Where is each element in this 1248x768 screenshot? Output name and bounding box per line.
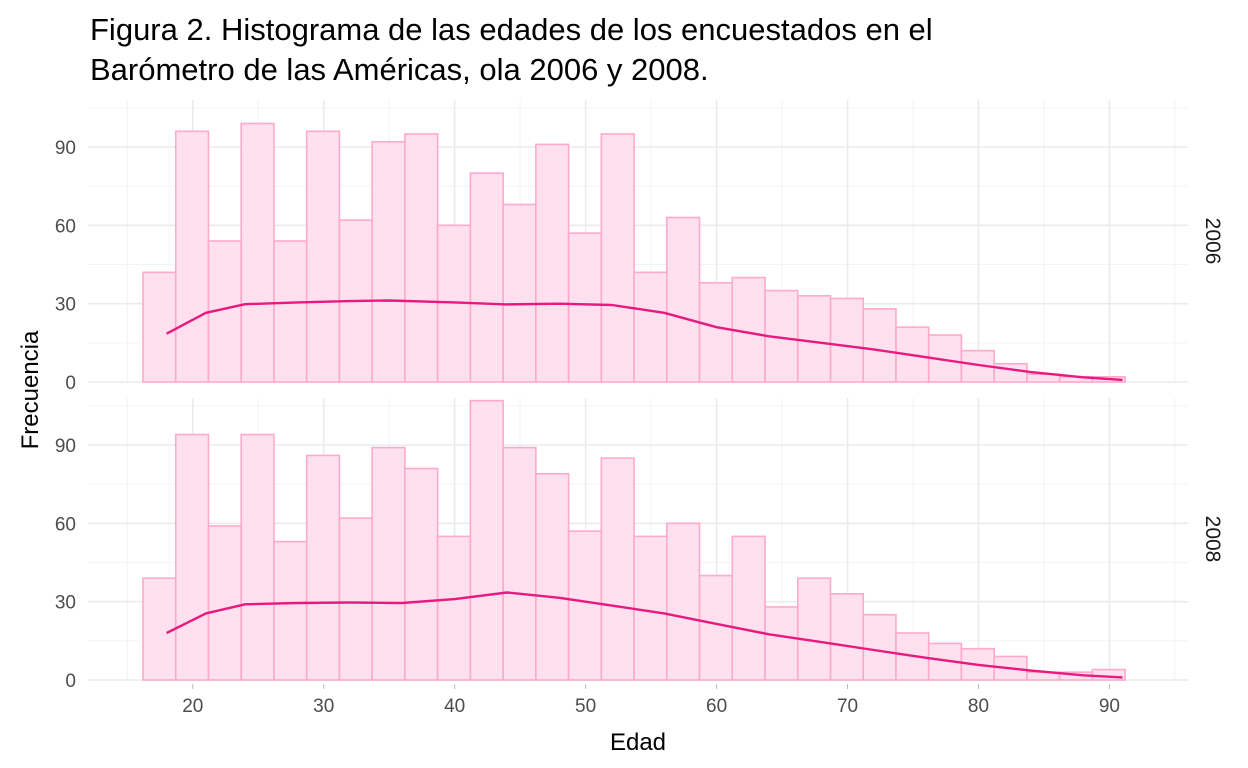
histogram-bar [633, 271, 668, 383]
histogram-bar [796, 295, 832, 383]
histogram-bar [829, 593, 865, 681]
x-tick-label: 70 [837, 696, 858, 717]
histogram-bar [338, 517, 373, 681]
y-tick-label: 60 [55, 216, 76, 237]
histogram-bar [240, 433, 275, 681]
histogram-bar [502, 203, 537, 383]
histogram-bar [273, 240, 308, 383]
x-tick-label: 80 [968, 696, 989, 717]
facet-label-2006: 2006 [1201, 218, 1224, 265]
histogram-bar [305, 130, 341, 383]
y-axis-title: Frecuencia [17, 330, 44, 449]
x-axis-title: Edad [610, 729, 666, 756]
histogram-bar [829, 297, 865, 383]
histogram-bar [469, 399, 504, 681]
histogram-bar [273, 540, 308, 681]
histogram-bar [174, 130, 210, 383]
histogram-bar [404, 133, 439, 383]
y-tick-label: 30 [55, 593, 76, 614]
histogram-bar [535, 143, 570, 383]
histogram-bar [207, 525, 243, 681]
histogram-bar [305, 454, 341, 681]
x-tick-label: 50 [575, 696, 596, 717]
histogram-bar [371, 446, 406, 681]
histogram-bar [174, 433, 210, 681]
histogram-bar [796, 577, 832, 681]
density-line [166, 591, 1123, 679]
histogram-bar [404, 467, 439, 681]
x-tick-label: 40 [444, 696, 465, 717]
histogram-bar [142, 577, 177, 681]
histogram-bar [862, 308, 897, 383]
histogram-bar [666, 216, 701, 383]
histogram-bar [567, 530, 603, 681]
y-tick-label: 0 [65, 373, 76, 394]
histogram-bar [142, 271, 177, 383]
histogram-bar [567, 232, 603, 383]
x-tick-label: 90 [1099, 696, 1120, 717]
histogram-bar [993, 362, 1028, 383]
histogram-bar [731, 535, 766, 681]
x-axis: 20 30 40 50 60 70 80 90 [182, 684, 1120, 717]
histogram-bar [600, 133, 635, 383]
histogram-bar [469, 172, 504, 383]
histogram-bar [764, 606, 799, 681]
y-tick-label: 0 [65, 671, 76, 692]
histogram-bar [600, 457, 635, 681]
chart-title-line-1: Figura 2. Histograma de las edades de lo… [90, 12, 933, 47]
histogram-bar [698, 281, 734, 383]
y-tick-label: 60 [55, 514, 76, 535]
histogram-bar [240, 122, 275, 383]
y-tick-label: 90 [55, 436, 76, 457]
histogram-bar [436, 535, 472, 681]
histogram-bar [698, 574, 734, 681]
density-line [166, 299, 1123, 382]
histogram-bar [371, 140, 406, 383]
histogram-bar [862, 613, 897, 681]
facet-label-2008: 2008 [1201, 516, 1224, 563]
x-tick-label: 30 [313, 696, 334, 717]
histogram-bar [666, 522, 701, 681]
histogram-bar [633, 535, 668, 681]
facet-panels: 0 30 60 90 2006 0 30 60 90 2008 [55, 100, 1224, 692]
histogram-bar [502, 446, 537, 681]
chart-title-line-2: Barómetro de las Américas, ola 2006 y 20… [90, 52, 709, 87]
facet-panel-2008: 0 30 60 90 2008 [55, 398, 1224, 692]
x-tick-label: 60 [706, 696, 727, 717]
x-tick-label: 20 [182, 696, 203, 717]
y-tick-label: 30 [55, 295, 76, 316]
y-tick-label: 90 [55, 138, 76, 159]
facet-panel-2006: 0 30 60 90 2006 [55, 100, 1224, 394]
histogram-bar [535, 472, 570, 681]
